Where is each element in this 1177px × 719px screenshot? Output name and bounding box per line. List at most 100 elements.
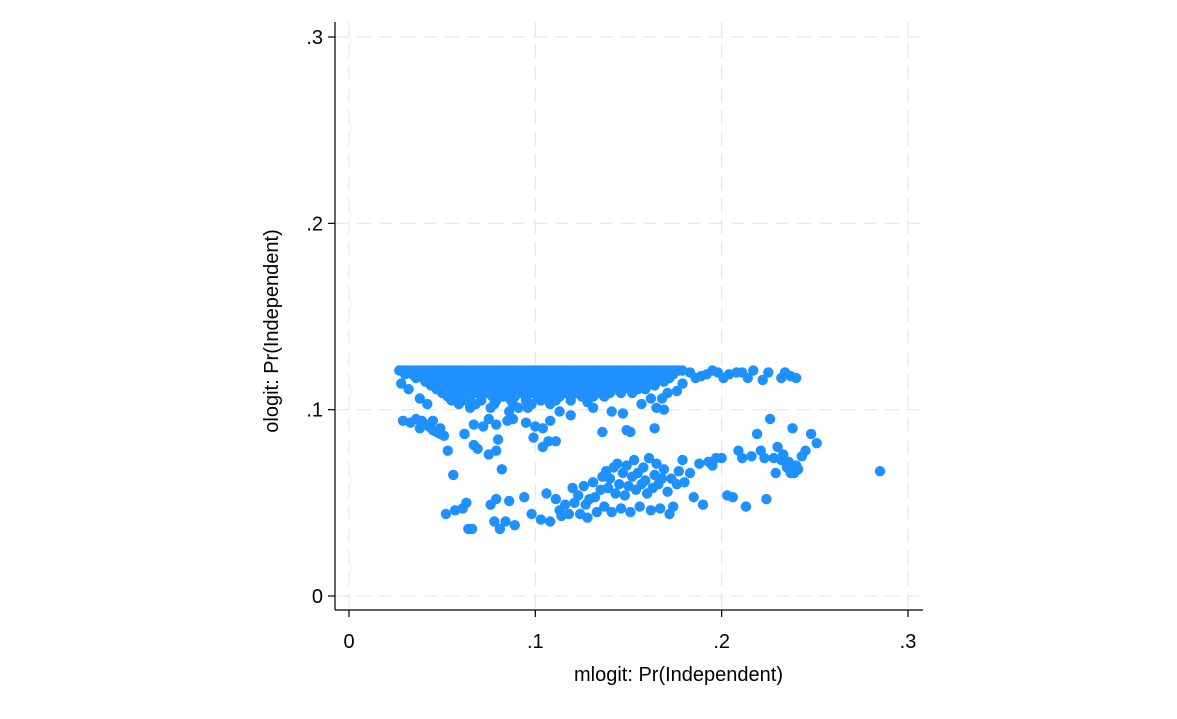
scatter-point (770, 467, 781, 479)
scatter-point (491, 419, 502, 430)
scatter-point (614, 479, 625, 490)
scatter-point (673, 466, 684, 477)
scatter-point (565, 410, 576, 421)
scatter-point (651, 458, 662, 469)
x-tick-label: .3 (900, 631, 917, 653)
x-axis-title: mlogit: Pr(Independent) (574, 664, 783, 686)
scatter-point (792, 464, 804, 475)
scatter-point (636, 398, 647, 410)
scatter-point (615, 503, 627, 514)
scatter-point (535, 395, 547, 406)
scatter-point (591, 506, 602, 518)
scatter-point (787, 423, 798, 434)
scatter-point (811, 438, 822, 449)
scatter-point (573, 490, 584, 501)
scatter-point (625, 426, 636, 438)
scatter-point (740, 501, 752, 512)
scatter-point (491, 445, 502, 456)
scatter-point (435, 423, 446, 434)
scatter-point (478, 421, 489, 432)
scatter-point (543, 436, 554, 447)
scatter-point (599, 501, 610, 512)
scatter-point (662, 486, 673, 497)
scatter-point (453, 398, 465, 410)
scatter-point (640, 475, 651, 486)
scatter-point (396, 378, 407, 389)
scatter-point (649, 423, 660, 434)
scatter-point (485, 402, 496, 413)
scatter-point (643, 452, 655, 464)
scatter-point (491, 493, 502, 505)
data-points (394, 365, 886, 535)
scatter-point (619, 490, 630, 501)
gridlines (335, 22, 923, 610)
scatter-point (617, 408, 629, 419)
scatter-point (545, 415, 556, 426)
scatter-point (535, 514, 547, 525)
scatter-point (403, 384, 414, 395)
scatter-point (589, 492, 601, 503)
scatter-point (737, 452, 748, 464)
scatter-point (677, 378, 688, 389)
x-tick-label: 0 (343, 631, 354, 653)
scatter-point (746, 451, 757, 462)
scatter-point (612, 458, 623, 469)
scatter-point (621, 460, 632, 471)
scatter-point (507, 413, 519, 425)
scatter-point (597, 426, 608, 438)
scatter-point (604, 473, 616, 484)
scatter-point (496, 464, 507, 475)
y-tick-label: .1 (306, 400, 323, 422)
scatter-point (472, 443, 483, 454)
scatter-point (662, 387, 673, 399)
axes: 0 .1 .2 .3 0 .1 .2 .3 (306, 22, 923, 653)
scatter-point (759, 452, 770, 464)
scatter-point (677, 454, 688, 466)
scatter-point (727, 492, 738, 503)
scatter-point (545, 398, 556, 410)
scatter-point (658, 464, 670, 475)
scatter-point (764, 413, 776, 425)
scatter-point (800, 445, 811, 456)
scatter-point (716, 452, 727, 464)
scatter-point (772, 441, 783, 453)
scatter-point (697, 499, 709, 510)
scatter-point (464, 402, 476, 413)
scatter-point (550, 493, 561, 505)
scatter-point (694, 458, 705, 469)
scatter-point (649, 380, 660, 391)
scatter-point (587, 402, 599, 413)
scatter-point (587, 477, 599, 488)
scatter-point (582, 512, 593, 523)
scatter-point (655, 503, 666, 514)
scatter-point (805, 428, 817, 440)
scatter-point (509, 520, 520, 531)
scatter-point (492, 434, 504, 445)
scatter-point (483, 413, 494, 425)
y-tick-label: .3 (306, 27, 323, 49)
scatter-point (565, 395, 576, 406)
scatter-point (545, 516, 556, 527)
scatter-point (606, 406, 617, 417)
scatter-point (504, 495, 515, 507)
scatter-point (541, 488, 552, 499)
scatter-point (461, 497, 472, 508)
scatter-point (874, 466, 886, 477)
scatter-point (625, 506, 636, 518)
scatter-point (658, 376, 670, 387)
scatter-point (671, 385, 683, 397)
scatter-point (627, 387, 638, 399)
scatter-point (559, 499, 571, 510)
scatter-point (500, 516, 511, 527)
scatter-point (448, 469, 459, 481)
scatter-point (645, 393, 657, 404)
scatter-point (567, 482, 578, 494)
scatter-point (599, 391, 610, 402)
scatter-point (466, 523, 478, 535)
scatter-point (602, 482, 614, 494)
scatter-point (656, 473, 668, 484)
scatter-point (520, 417, 532, 428)
scatter-point (414, 423, 425, 434)
scatter-point (410, 372, 422, 384)
